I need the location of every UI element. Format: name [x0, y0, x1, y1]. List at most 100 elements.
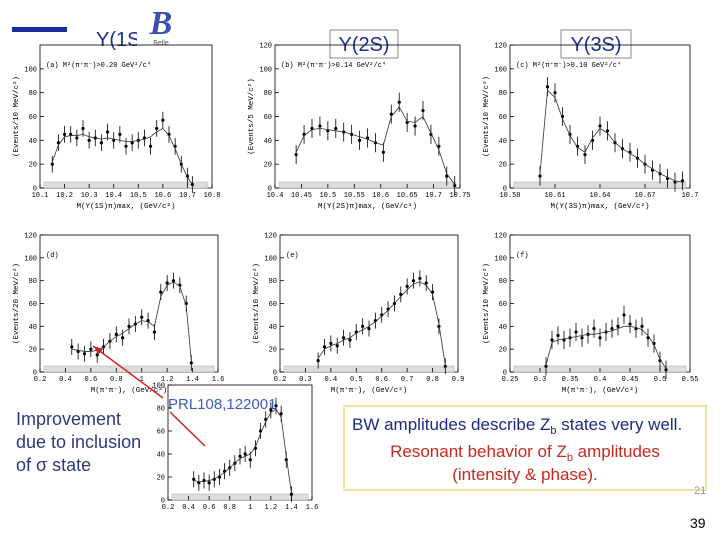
data-point: [171, 279, 176, 283]
plot: 0.2 0.4 0.6 0.8 1 1.2 1.4 1.6 0 20 40 60 80 100: [152, 383, 318, 513]
data-point: [121, 336, 125, 340]
data-point: [592, 327, 596, 331]
fit-line: [295, 106, 456, 185]
data-point: [192, 477, 196, 481]
x-tick-label: 0.6: [85, 376, 98, 384]
data-point: [165, 281, 169, 285]
x-tick-label: 0.3: [534, 376, 547, 384]
data-point: [105, 130, 110, 134]
y-tick-label: 120: [24, 233, 37, 241]
x-tick-label: 10.6: [154, 192, 171, 200]
data-point: [161, 118, 165, 122]
x-tick-label: 10.6: [372, 192, 389, 200]
data-point: [580, 336, 584, 340]
y-tick-label: 60: [29, 301, 37, 309]
y-tick-label: 40: [499, 324, 507, 332]
data-point: [316, 358, 320, 363]
x-tick-label: 10.75: [449, 192, 470, 200]
y-tick-label: 60: [29, 114, 37, 122]
data-point: [443, 364, 447, 368]
data-point: [89, 347, 93, 351]
data-point: [148, 144, 153, 148]
x-tick-label: 1: [248, 504, 252, 512]
y-tick-label: 60: [499, 114, 507, 122]
y-tick-label: 20: [269, 347, 277, 355]
x-tick-label: 0.5: [350, 376, 363, 384]
x-axis-label: M(Υ(1S)π)max, (GeV/c²): [76, 202, 175, 211]
summary-line: Resonant behavior of Zb amplitudes: [390, 442, 660, 464]
data-point: [421, 108, 425, 113]
text: amplitudes: [573, 442, 660, 461]
note-line: Improvement: [16, 409, 121, 429]
y-tick-label: 80: [499, 278, 507, 286]
y-tick-label: 80: [269, 278, 277, 286]
data-point: [583, 153, 587, 157]
y-tick-label: 100: [24, 255, 37, 263]
data-point: [253, 446, 258, 450]
x-tick-label: 0.5: [654, 376, 667, 384]
x-tick-label: 10.2: [56, 192, 73, 200]
background-hatch: [171, 493, 309, 501]
data-point: [381, 150, 385, 154]
x-tick-label: 10.45: [291, 192, 312, 200]
background-hatch: [278, 181, 457, 189]
data-point: [411, 279, 416, 283]
y-tick-label: 40: [269, 324, 277, 332]
x-tick-label: 1.2: [161, 376, 174, 384]
x-axis-label: M(Υ(3S)π)max, (GeV/c²): [550, 202, 649, 211]
data-point: [556, 333, 560, 338]
data-point: [322, 345, 327, 349]
y-axis-label: (Events/10 MeV/c²): [482, 76, 491, 157]
y-axis-label: (Events/20 MeV/c²): [12, 263, 21, 344]
x-axis-label: M(π⁺π⁻), (GeV/c²): [91, 386, 168, 395]
x-tick-label: 0.8: [426, 376, 439, 384]
x-tick-label: 1.6: [212, 376, 225, 384]
summary-line: BW amplitudes describe Zb states very we…: [352, 415, 682, 437]
data-point: [574, 330, 578, 334]
data-point: [418, 276, 422, 280]
y-tick-label: 60: [157, 429, 165, 437]
x-tick-label: 10.4: [105, 192, 122, 200]
data-point: [81, 126, 85, 131]
title-box: [560, 29, 632, 59]
y-axis-label: (Events/10 MeV/c²): [252, 263, 261, 344]
y-tick-label: 0: [503, 370, 507, 378]
y-tick-label: 0: [268, 186, 272, 194]
data-point: [243, 452, 247, 456]
data-point: [640, 324, 644, 328]
fit-line: [51, 127, 193, 185]
x-tick-label: 0.7: [401, 376, 414, 384]
y-tick-label: 80: [264, 90, 272, 98]
fit-line: [71, 281, 192, 361]
data-point: [159, 290, 163, 294]
x-axis-label: M(π⁺π⁻), (GeV/c²): [331, 386, 408, 395]
x-tick-label: 0.4: [325, 376, 338, 384]
background-hatch: [283, 365, 455, 373]
data-point: [289, 492, 294, 496]
y-tick-label: 120: [494, 233, 507, 241]
data-point: [248, 458, 252, 462]
data-point: [329, 341, 333, 346]
arrow: [92, 345, 164, 399]
x-tick-label: 10.5: [130, 192, 147, 200]
y-tick-label: 20: [499, 347, 507, 355]
data-point: [399, 292, 403, 296]
y-tick-label: 20: [29, 162, 37, 170]
data-point: [124, 144, 128, 148]
arrow-head: [93, 346, 103, 354]
data-point: [405, 284, 409, 288]
x-tick-label: 0.25: [502, 376, 519, 384]
y-tick-label: 120: [259, 43, 272, 51]
data-point: [152, 330, 157, 334]
y-tick-label: 100: [259, 66, 272, 74]
title-1s: Υ(1S): [96, 29, 147, 51]
x-tick-label: 10.5: [319, 192, 336, 200]
x-tick-label: 10.65: [397, 192, 418, 200]
data-point: [140, 315, 144, 319]
fit-line: [317, 281, 446, 366]
x-tick-label: 10.1: [32, 192, 49, 200]
data-point: [367, 327, 371, 331]
data-point: [99, 141, 104, 145]
y-tick-label: 100: [152, 383, 165, 391]
